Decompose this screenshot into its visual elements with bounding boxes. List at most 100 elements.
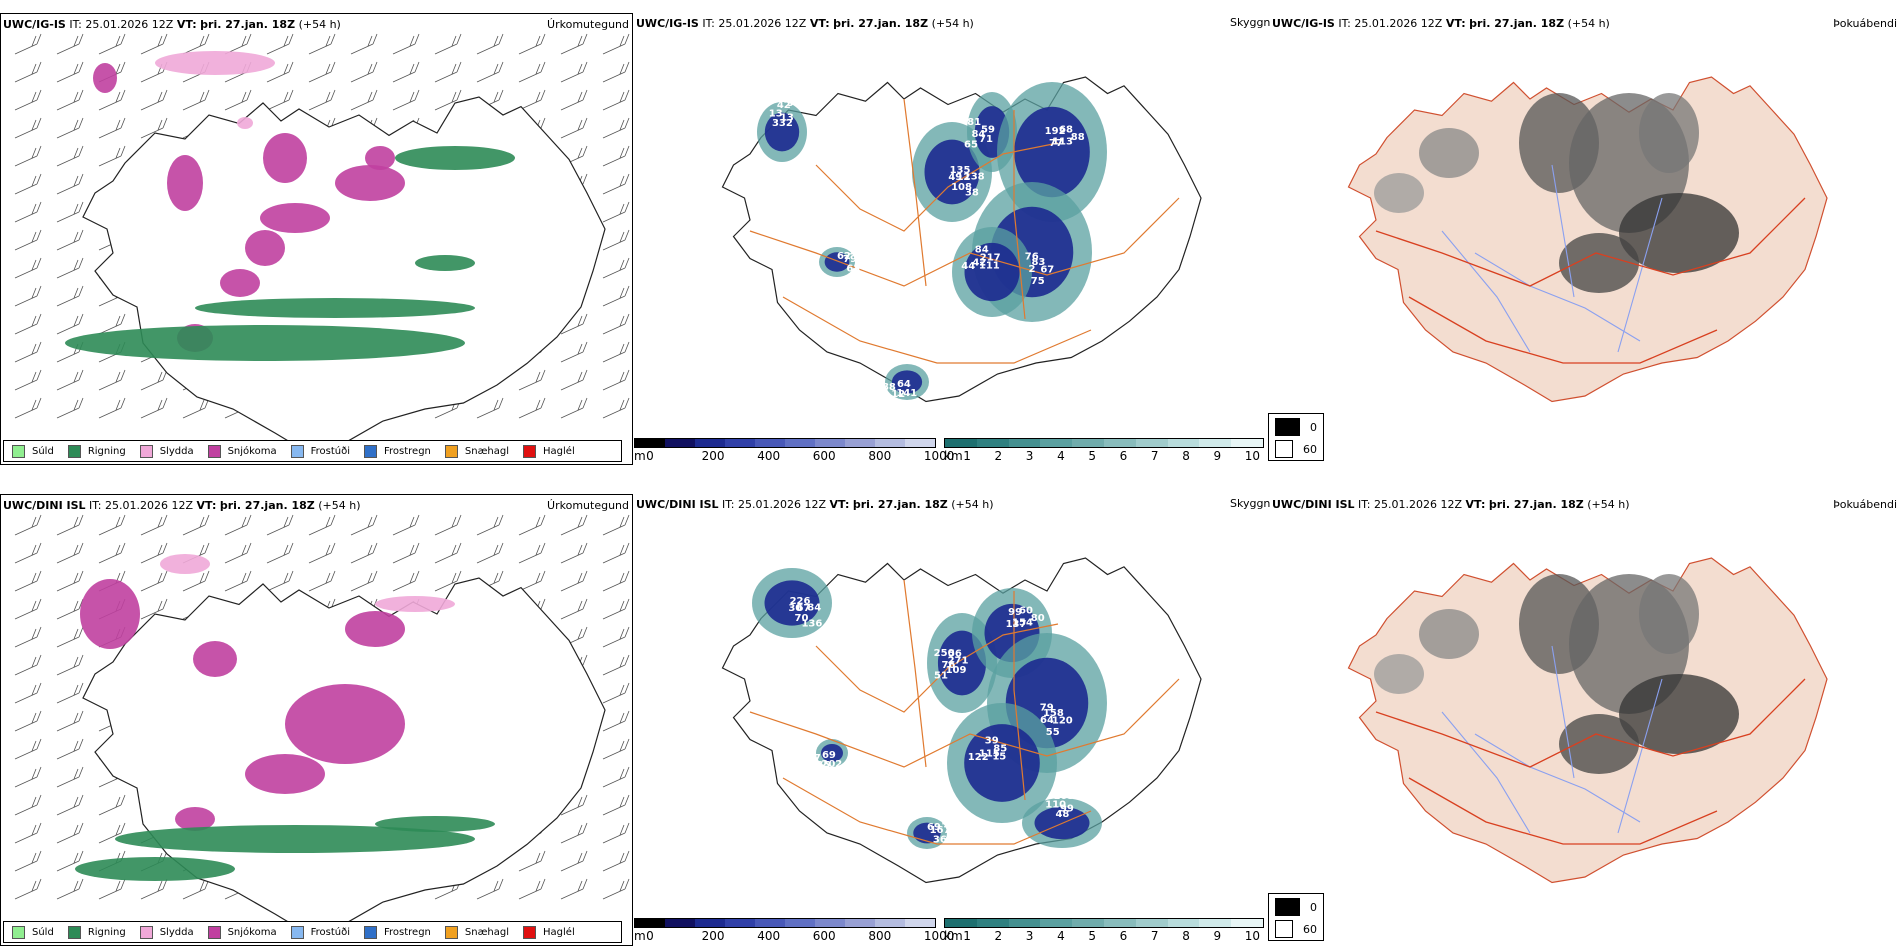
visibility-value: 120: [1052, 716, 1073, 727]
visibility-value: 70: [795, 613, 809, 624]
legend-swatch: [290, 925, 304, 939]
visibility-value: 63: [846, 264, 860, 275]
precip-area-snow: [193, 641, 237, 677]
precip-legend-row1: Súld Rigning Slydda Snjókoma Frostúði Frostre…: [3, 921, 622, 943]
precip-area-rain: [65, 325, 466, 361]
scale-color-step: [695, 919, 725, 927]
scale-color-step: [665, 919, 695, 927]
visibility-value: 332: [772, 118, 793, 129]
fog-indicator-area: [1374, 654, 1424, 694]
vis-scale-m-row0: m 0 200 400 600 800 1000: [634, 438, 954, 464]
fog-legend-swatch: [1275, 440, 1293, 458]
visibility-value: 64: [1040, 715, 1054, 726]
visibility-value: 39: [985, 736, 999, 747]
scale-color-step: [785, 439, 815, 447]
visibility-value: 42: [972, 257, 986, 268]
visibility-map-row1: 2261099912012269202110845113715811546564…: [721, 557, 1202, 884]
very-low-visibility-area: [924, 139, 980, 205]
visibility-value: 76: [941, 660, 955, 671]
road-network: [1375, 197, 1806, 364]
very-low-visibility-area: [1014, 106, 1090, 198]
vis-scale-km-row1: km 1 2 3 4 5 6 7 8 9 10: [944, 918, 1264, 944]
visibility-value: 83: [1031, 257, 1045, 268]
visibility-value: 68: [1059, 124, 1073, 135]
scale-tick-label: 1: [963, 449, 971, 463]
legend-label: Frostúði: [310, 926, 350, 938]
visibility-value: 56: [815, 774, 829, 785]
legend-swatch: [12, 444, 25, 458]
scale-tick-label: 1: [963, 929, 971, 943]
scale-tick-label: 6: [1119, 929, 1128, 943]
scale-tick-label: 7: [1150, 929, 1159, 943]
legend-item: Snæhagl: [444, 925, 509, 939]
visibility-value: 79: [1040, 703, 1054, 714]
visibility-value: 99: [1008, 607, 1022, 618]
scale-m-bar: [634, 438, 936, 448]
river-network: [1441, 164, 1663, 353]
legend-swatch: [444, 925, 458, 939]
scale-tick-label: 3: [1025, 929, 1034, 943]
precip-panel-name-row0: Úrkomutegund: [547, 18, 629, 31]
precip-area-snow: [260, 203, 330, 233]
river-network: [1441, 645, 1663, 834]
precip-area-snow: [335, 165, 405, 201]
scale-tick-label: 9: [1213, 449, 1222, 463]
precip-area-snow: [285, 684, 405, 764]
scale-tick-label: 200: [701, 449, 725, 463]
scale-tick-label: 200: [701, 929, 725, 943]
scale-color-step: [665, 439, 695, 447]
legend-swatch: [207, 444, 221, 458]
legend-item: Frostregn: [364, 925, 431, 939]
legend-swatch: [12, 925, 25, 939]
visibility-value: 85: [816, 760, 830, 771]
fog-legend-swatch: [1275, 418, 1300, 436]
visibility-value: 202: [821, 759, 842, 770]
visibility-value: 217: [980, 253, 1001, 264]
precip-map-row0: [14, 33, 630, 452]
visibility-value: 169: [887, 403, 908, 414]
fog-panel-name-row0: Þokuábendi: [1833, 17, 1897, 30]
scale-tick-label: 2: [994, 449, 1003, 463]
scale-color-step: [1072, 919, 1104, 927]
scale-tick-label: 800: [868, 449, 892, 463]
visibility-value: 560: [787, 98, 808, 109]
visibility-value: 110: [1045, 800, 1066, 811]
fog-indicator-area: [1619, 193, 1739, 273]
scale-unit: km: [944, 929, 963, 943]
legend-item: Slydda: [139, 444, 194, 458]
fog-legend-row1: 0 60: [1268, 893, 1324, 941]
legend-label: Súld: [32, 926, 54, 938]
visibility-value: 192: [1045, 126, 1066, 137]
visibility-value: 137: [1006, 619, 1027, 630]
legend-label: Haglél: [543, 445, 575, 457]
fog-legend-label: 0: [1310, 900, 1317, 914]
scale-tick-label: 4: [1057, 449, 1065, 463]
visibility-value: 105: [1053, 791, 1074, 802]
scale-color-step: [635, 439, 665, 447]
scale-tick-label: 10: [1244, 449, 1261, 463]
precip-area-snow: [93, 63, 117, 93]
visibility-value: 167: [930, 825, 951, 836]
scale-color-step: [875, 919, 905, 927]
scale-color-step: [755, 919, 785, 927]
scale-color-step: [1199, 919, 1232, 927]
legend-swatch: [523, 444, 537, 458]
vis-panel-name-row0: Skyggni: [1230, 16, 1270, 29]
scale-color-step: [905, 439, 935, 447]
visibility-value: 42: [777, 100, 791, 111]
scale-color-step: [905, 919, 935, 927]
visibility-value: 64: [897, 379, 911, 390]
very-low-visibility-area: [824, 252, 850, 272]
precip-area-rain: [115, 825, 476, 853]
legend-swatch: [139, 444, 153, 458]
precip-area-snow: [80, 579, 140, 649]
scale-color-step: [755, 439, 785, 447]
very-low-visibility-area: [964, 242, 1020, 302]
precip-area-snow: [167, 155, 203, 211]
visibility-value: 122: [968, 752, 989, 763]
legend-item: Frostúði: [290, 444, 350, 458]
scale-color-step: [1008, 439, 1041, 447]
scale-tick-label: 10: [1244, 929, 1261, 943]
fog-legend-item: 0: [1275, 418, 1317, 436]
very-low-visibility-area: [964, 724, 1040, 802]
